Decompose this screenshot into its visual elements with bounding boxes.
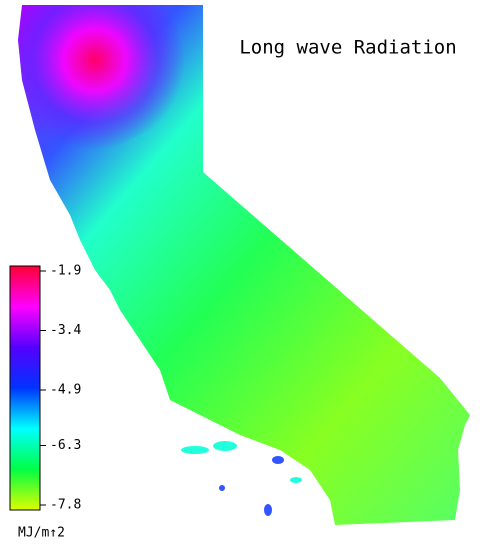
island bbox=[264, 504, 272, 516]
tick-label: -6.3 bbox=[50, 438, 81, 453]
north-region bbox=[18, 5, 203, 215]
island bbox=[290, 477, 302, 483]
island bbox=[181, 446, 209, 454]
tick-label: -7.8 bbox=[50, 498, 81, 513]
tick-label: -4.9 bbox=[50, 382, 81, 397]
colorbar bbox=[9, 265, 41, 511]
island bbox=[272, 456, 284, 464]
california bbox=[18, 5, 470, 525]
island bbox=[219, 485, 225, 491]
colorbar-unit: MJ/m↑2 bbox=[18, 526, 65, 541]
tick-label: -1.9 bbox=[50, 264, 81, 279]
island bbox=[213, 441, 237, 451]
title: Long wave Radiation bbox=[239, 37, 456, 59]
tick-label: -3.4 bbox=[50, 323, 81, 338]
